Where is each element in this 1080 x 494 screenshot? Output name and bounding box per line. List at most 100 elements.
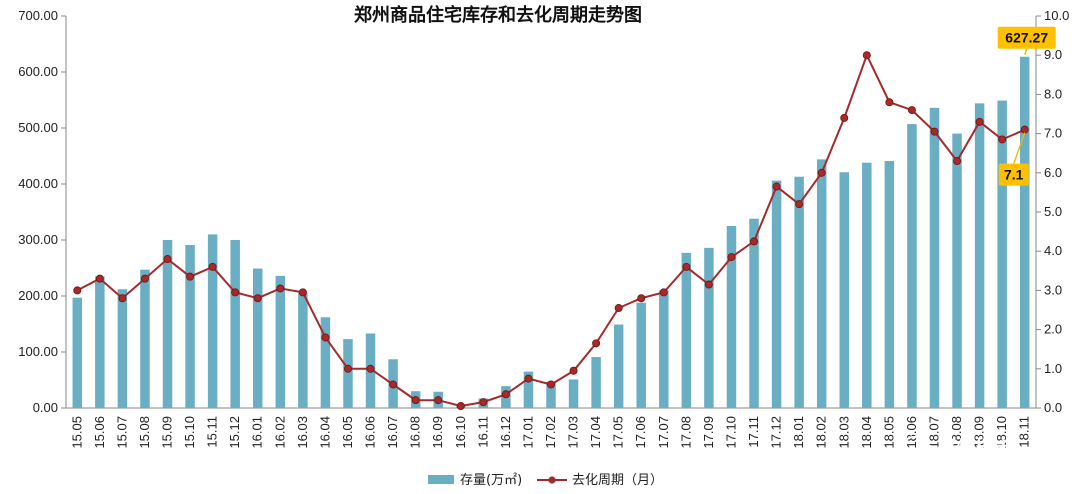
x-tick-label: 17.10 — [723, 416, 738, 449]
bar-17.10 — [726, 226, 737, 408]
point-16.11 — [479, 398, 488, 407]
x-tick-label: 15.05 — [69, 416, 84, 449]
point-17.11 — [750, 237, 759, 246]
bar-17.07 — [659, 290, 669, 408]
legend-label: 存量(万㎡) — [460, 473, 522, 488]
point-15.09 — [163, 255, 172, 264]
callout-inventory: 627.27 — [997, 26, 1056, 55]
x-tick-label: 18.05 — [881, 416, 896, 449]
x-tick-label: 18.04 — [859, 416, 874, 449]
point-18.04 — [862, 51, 871, 60]
bar-17.08 — [681, 252, 692, 408]
bar-15.10 — [185, 245, 195, 408]
bar-18.07 — [929, 107, 940, 408]
bar-18.10 — [997, 100, 1007, 408]
x-tick-label: 16.06 — [363, 416, 378, 449]
point-18.09 — [975, 117, 984, 126]
point-15.06 — [95, 274, 104, 283]
point-17.05 — [614, 304, 623, 313]
bar-17.02 — [546, 381, 556, 408]
bar-17.05 — [613, 324, 624, 408]
x-tick-label: 17.04 — [588, 416, 603, 449]
right-tick-label: 2.0 — [1044, 322, 1062, 337]
bar-17.04 — [591, 357, 601, 408]
bar-series — [72, 56, 1030, 409]
point-18.07 — [930, 127, 939, 136]
x-tick-label: 15.08 — [137, 416, 152, 449]
right-tick-label: 3.0 — [1044, 282, 1062, 297]
legend-item-cycle: 去化周期（月） — [537, 473, 663, 488]
bar-18.03 — [839, 172, 849, 408]
legend-label: 去化周期（月） — [572, 473, 663, 488]
bar-15.05 — [72, 297, 83, 408]
x-tick-label: 16.11 — [475, 416, 490, 448]
bar-16.03 — [298, 293, 308, 408]
axes: 0.00 100.00 200.00 300.00 400.00 500.00 600.00… — [18, 8, 1069, 415]
bar-18.01 — [794, 176, 804, 408]
bar-18.02 — [816, 159, 827, 408]
point-17.12 — [772, 182, 781, 191]
x-tick-label: 15.12 — [227, 416, 242, 449]
x-tick-label: 15.07 — [114, 416, 129, 449]
x-tick-label: 17.12 — [769, 416, 784, 449]
x-tick-label: 16.03 — [295, 416, 310, 449]
bar-16.04 — [320, 317, 331, 408]
bar-17.06 — [636, 302, 646, 408]
left-tick-label: 0.00 — [33, 400, 58, 415]
bar-17.01 — [523, 371, 534, 408]
point-18.01 — [795, 200, 804, 209]
x-tick-label: 17.06 — [633, 416, 648, 449]
bar-15.08 — [140, 269, 150, 408]
x-tick-label: 18.11 — [1017, 416, 1032, 448]
point-17.01 — [524, 374, 533, 383]
point-16.07 — [389, 380, 398, 389]
x-tick-label: 16.08 — [408, 416, 423, 449]
point-18.02 — [817, 168, 826, 177]
point-15.12 — [231, 288, 240, 297]
x-tick-label: 17.01 — [520, 416, 535, 449]
point-15.07 — [118, 294, 127, 303]
x-tick-label: 16.09 — [430, 416, 445, 449]
legend-swatch-marker — [548, 476, 556, 484]
bar-16.05 — [343, 339, 353, 408]
point-17.03 — [569, 366, 578, 375]
point-17.10 — [727, 253, 736, 262]
point-16.03 — [298, 288, 307, 297]
x-tick-label: 18.09 — [972, 416, 987, 449]
point-16.10 — [456, 402, 465, 411]
x-tick-label: 15.06 — [92, 416, 107, 449]
right-tick-label: 0.0 — [1044, 400, 1062, 415]
watermark: 郑州楼市 — [903, 436, 1013, 459]
x-tick-label: 15.09 — [160, 416, 175, 449]
bar-15.06 — [95, 276, 105, 408]
x-tick-label: 16.12 — [498, 416, 513, 449]
point-17.06 — [637, 294, 646, 303]
right-tick-label: 9.0 — [1044, 47, 1062, 62]
left-tick-label: 300.00 — [18, 232, 58, 247]
point-16.09 — [434, 396, 443, 405]
point-17.09 — [704, 280, 713, 289]
x-tick-label: 17.11 — [746, 416, 761, 448]
x-tick-label: 17.08 — [678, 416, 693, 449]
bar-17.11 — [749, 218, 759, 408]
x-tick-label: 18.06 — [904, 416, 919, 449]
bar-16.01 — [253, 268, 263, 408]
bar-17.12 — [771, 180, 782, 408]
point-18.06 — [907, 106, 916, 115]
cycle-line — [76, 52, 1026, 408]
point-16.06 — [366, 364, 375, 373]
wechat-watermark: 郑州楼市 — [903, 436, 1013, 459]
x-tick-label: 18.10 — [994, 416, 1009, 449]
x-tick-label: 18.08 — [949, 416, 964, 449]
left-tick-label: 200.00 — [18, 288, 58, 303]
right-tick-label: 5.0 — [1044, 204, 1062, 219]
left-tick-label: 400.00 — [18, 176, 58, 191]
watermark-text: 郑州楼市 — [937, 436, 1013, 459]
legend: 存量(万㎡) 去化周期（月） — [428, 473, 663, 488]
right-tick-label: 4.0 — [1044, 243, 1062, 258]
svg-text:627.27: 627.27 — [1005, 30, 1048, 46]
point-18.11 — [1020, 125, 1029, 134]
point-18.08 — [953, 157, 962, 166]
x-tick-label: 15.10 — [182, 416, 197, 449]
